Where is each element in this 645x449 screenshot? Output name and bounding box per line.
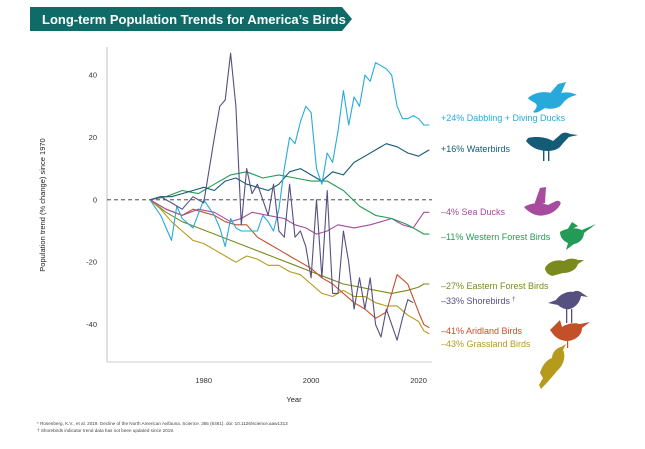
sandpiper-silhouette-icon (548, 290, 588, 323)
x-axis-title: Year (286, 395, 302, 404)
warbler-silhouette-icon (545, 258, 584, 276)
y-tick-label: 20 (89, 133, 97, 142)
duck-silhouette-icon (528, 82, 577, 113)
label-shorebirds: –33% Shorebirds † (441, 296, 515, 306)
title-banner: Long-term Population Trends for America’… (30, 7, 352, 31)
series-line-eastern-forest-birds (149, 199, 430, 294)
y-tick-labels: 40 20 0 -20 -40 (86, 71, 97, 330)
series-line-waterbirds (149, 143, 430, 201)
chart-axes (106, 47, 432, 363)
meadowlark-silhouette-icon (539, 344, 566, 389)
y-tick-label: 0 (93, 195, 97, 204)
label-western-forest-birds: –11% Western Forest Birds (441, 232, 551, 242)
series-lines (149, 52, 430, 341)
hummingbird-silhouette-icon (560, 222, 596, 250)
series-line-aridland-birds (149, 199, 430, 329)
y-axis-title: Population trend (% change) since 1970 (38, 138, 47, 271)
y-tick-label: -40 (86, 320, 97, 329)
series-line-dabbling-diving-ducks (149, 62, 430, 248)
label-aridland-birds: –41% Aridland Birds (441, 326, 523, 336)
banner-background (30, 7, 352, 31)
series-labels: +24% Dabbling + Diving Ducks +16% Waterb… (441, 113, 566, 349)
label-grassland-birds: –43% Grassland Birds (441, 339, 531, 349)
chart-title: Long-term Population Trends for America’… (42, 12, 346, 27)
heron-silhouette-icon (526, 132, 578, 161)
label-eastern-forest-birds: –27% Eastern Forest Birds (441, 281, 549, 291)
x-tick-label: 1980 (195, 376, 212, 385)
label-waterbirds: +16% Waterbirds (441, 144, 510, 154)
series-line-grassland-birds (149, 199, 430, 335)
y-tick-label: -20 (86, 258, 97, 267)
sea-duck-silhouette-icon (524, 187, 561, 216)
x-tick-label: 2020 (410, 376, 427, 385)
x-tick-label: 2000 (303, 376, 320, 385)
label-dabbling-diving-ducks: +24% Dabbling + Diving Ducks (441, 113, 566, 123)
y-tick-label: 40 (89, 71, 97, 80)
shorebirds-dagger: † (512, 297, 515, 303)
series-line-shorebirds (149, 52, 414, 341)
series-line-sea-ducks (149, 199, 430, 235)
bird-silhouettes (524, 82, 596, 389)
wren-silhouette-icon (550, 320, 590, 348)
label-shorebirds-text: –33% Shorebirds (441, 296, 511, 306)
label-sea-ducks: –4% Sea Ducks (441, 207, 506, 217)
footnote-shorebirds: † Shorebirds indicator trend data has no… (37, 428, 174, 433)
footnote-citation: * Rosenberg, K.V., et al. 2019. Decline … (37, 421, 288, 426)
x-tick-labels: 1980 2000 2020 (195, 376, 427, 385)
series-line-western-forest-birds (149, 171, 430, 235)
